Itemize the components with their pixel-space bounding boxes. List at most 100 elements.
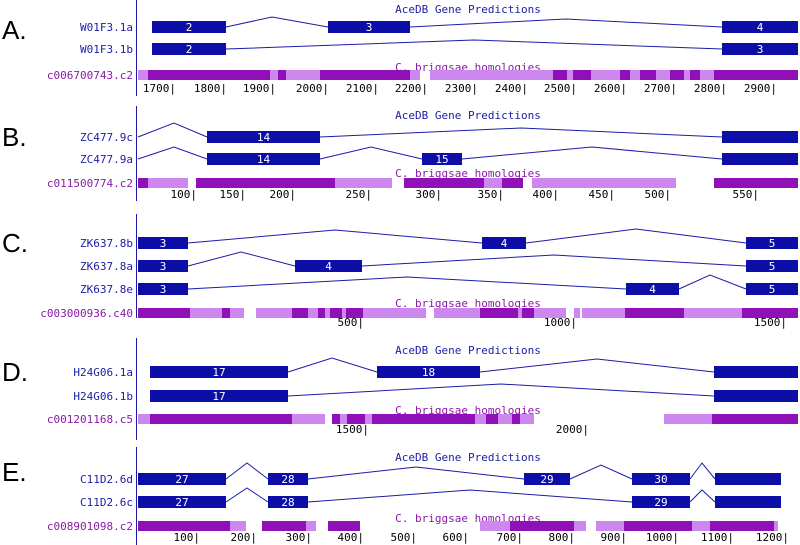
exon-box — [715, 473, 781, 485]
exon-label: 27 — [175, 496, 188, 509]
intron-line — [287, 383, 715, 397]
intron-line — [137, 146, 208, 160]
axis-tick-label: 2700| — [644, 82, 677, 95]
exon-label: 17 — [212, 390, 225, 403]
gene-label: W01F3.1b — [80, 43, 133, 56]
gene-label: ZK637.8b — [80, 237, 133, 250]
axis-tick-label: 1000| — [646, 531, 679, 544]
homology-segment-strong — [346, 308, 363, 318]
homology-segment-weak — [480, 521, 510, 531]
gene-label: ZK637.8a — [80, 260, 133, 273]
exon-box — [150, 366, 288, 378]
intron-line — [461, 146, 723, 160]
exon-box — [746, 283, 798, 295]
gene-label: W01F3.1a — [80, 21, 133, 34]
homology-segment-strong — [328, 521, 360, 531]
axis-tick-label: 100| — [174, 531, 201, 544]
homology-segment-strong — [512, 414, 520, 424]
homology-segment-strong — [150, 414, 292, 424]
homology-segment-strong — [278, 70, 286, 80]
axis-tick-label: 1200| — [756, 531, 789, 544]
homology-segment-weak — [574, 521, 586, 531]
exon-label: 27 — [175, 473, 188, 486]
exon-box — [722, 131, 798, 143]
panel-title: AceDB Gene Predictions — [395, 344, 541, 357]
axis-tick-label: 2900| — [744, 82, 777, 95]
exon-label: 3 — [160, 283, 167, 296]
homology-segment-strong — [372, 414, 475, 424]
panel-letter: D. — [2, 357, 28, 387]
exon-label: 15 — [435, 153, 448, 166]
gene-label: ZC477.9c — [80, 131, 133, 144]
exon-box — [328, 21, 410, 33]
homology-segment-strong — [670, 70, 684, 80]
homology-segment-weak — [532, 178, 676, 188]
panel-letter: C. — [2, 228, 28, 258]
exon-box — [524, 473, 570, 485]
homology-segment-weak — [342, 308, 346, 318]
homology-segment-weak — [574, 308, 580, 318]
axis-tick-label: 350| — [478, 188, 505, 201]
exon-box — [152, 43, 226, 55]
homology-segment-weak — [292, 414, 325, 424]
exon-box — [632, 473, 690, 485]
exon-box — [746, 237, 798, 249]
axis-tick-label: 2800| — [694, 82, 727, 95]
axis-tick-label: 500| — [391, 531, 418, 544]
axis-tick-label: 250| — [346, 188, 373, 201]
exon-box — [714, 366, 798, 378]
panel-letter: B. — [2, 122, 27, 152]
exon-label: 14 — [257, 131, 271, 144]
axis-tick-label: 2100| — [346, 82, 379, 95]
homology-segment-strong — [196, 178, 335, 188]
homology-segment-weak — [520, 414, 534, 424]
intron-line — [187, 251, 296, 267]
homology-segment-weak — [518, 308, 522, 318]
homology-segment-strong — [486, 414, 498, 424]
intron-line — [225, 16, 329, 28]
homology-segment-strong — [502, 178, 523, 188]
homology-segment-strong — [573, 70, 591, 80]
exon-box — [715, 496, 781, 508]
gene-label: H24G06.1a — [73, 366, 133, 379]
axis-tick-label: 900| — [601, 531, 628, 544]
homology-segment-weak — [774, 521, 778, 531]
homology-segment-weak — [308, 308, 318, 318]
axis-tick-label: 400| — [338, 531, 365, 544]
axis-tick-label: 300| — [286, 531, 313, 544]
homology-segment-strong — [332, 414, 340, 424]
intron-line — [569, 464, 633, 480]
exon-box — [268, 496, 308, 508]
homology-segment-strong — [330, 308, 342, 318]
homology-segment-weak — [630, 70, 640, 80]
axis-tick-label: 150| — [220, 188, 247, 201]
panel-title: AceDB Gene Predictions — [395, 109, 541, 122]
homology-title: C. briggsae homologies — [395, 404, 541, 417]
axis-tick-label: 2400| — [495, 82, 528, 95]
homology-segment-strong — [640, 70, 656, 80]
gene-label: ZC477.9a — [80, 153, 133, 166]
homology-segment-weak — [684, 308, 742, 318]
homology-segment-weak — [582, 308, 625, 318]
homology-segment-weak — [692, 521, 710, 531]
homology-label: c003000936.c40 — [40, 307, 133, 320]
axis-tick-label: 1500| — [336, 423, 369, 436]
exon-box — [722, 153, 798, 165]
exon-box — [138, 237, 188, 249]
homology-segment-weak — [365, 414, 372, 424]
exon-box — [714, 390, 798, 402]
exon-box — [626, 283, 679, 295]
exon-label: 3 — [160, 237, 167, 250]
exon-label: 30 — [654, 473, 667, 486]
exon-box — [422, 153, 462, 165]
exon-box — [207, 131, 320, 143]
exon-box — [746, 260, 798, 272]
axis-tick-label: 2000| — [556, 423, 589, 436]
exon-label: 2 — [186, 43, 193, 56]
homology-segment-strong — [625, 308, 684, 318]
intron-line — [678, 274, 747, 290]
gene-label: H24G06.1b — [73, 390, 133, 403]
axis-tick-label: 100| — [171, 188, 198, 201]
axis-tick-label: 700| — [497, 531, 524, 544]
